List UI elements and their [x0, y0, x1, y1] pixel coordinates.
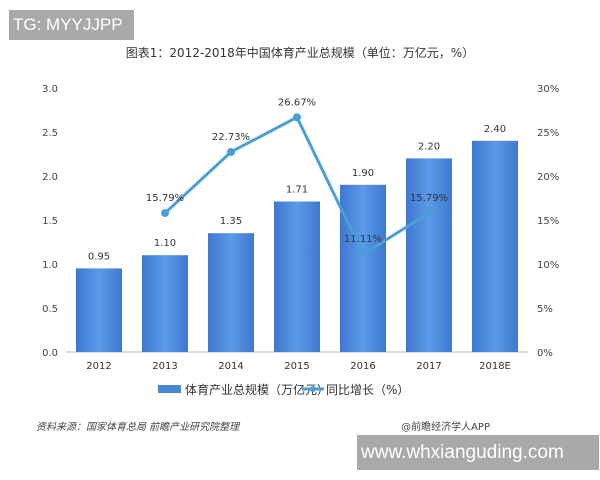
growth-point — [359, 250, 367, 259]
bar — [472, 140, 518, 352]
bar-label: 1.90 — [352, 168, 374, 179]
x-tick-label: 2017 — [416, 361, 441, 372]
x-tick-label: 2013 — [152, 361, 177, 372]
growth-point — [293, 113, 301, 122]
bar — [274, 201, 320, 352]
left-tick-label: 2.0 — [42, 172, 58, 183]
x-tick-label: 2015 — [284, 361, 309, 372]
bar-label: 0.95 — [88, 251, 110, 262]
bar-label: 1.35 — [220, 216, 242, 227]
growth-point — [425, 209, 433, 218]
right-tick-label: 25% — [537, 128, 559, 139]
growth-label: 22.73% — [212, 132, 250, 143]
growth-label: 26.67% — [278, 97, 316, 108]
bar-label: 1.10 — [154, 238, 176, 249]
left-tick-label: 0.5 — [42, 304, 58, 315]
left-tick-label: 2.5 — [42, 128, 58, 139]
growth-point — [227, 147, 235, 156]
x-tick-label: 2014 — [218, 361, 243, 372]
left-tick-label: 1.0 — [42, 260, 58, 271]
legend-bar-swatch — [158, 385, 181, 393]
growth-label: 15.79% — [146, 193, 184, 204]
bar — [340, 184, 386, 352]
bar — [142, 255, 188, 352]
bar-label: 1.71 — [286, 185, 308, 196]
bar-label: 2.40 — [484, 124, 506, 135]
right-tick-label: 20% — [537, 172, 559, 183]
right-tick-label: 10% — [537, 260, 559, 271]
bar-label: 2.20 — [418, 141, 440, 152]
x-tick-label: 2016 — [350, 361, 375, 372]
right-tick-label: 5% — [537, 304, 553, 315]
legend-line-label: 同比增长（%） — [326, 383, 409, 397]
credit: @前瞻经济学人APP — [401, 422, 490, 433]
left-tick-label: 0.0 — [42, 348, 58, 359]
legend-bar-label: 体育产业总规模（万亿元） — [185, 382, 329, 397]
right-tick-label: 30% — [537, 84, 559, 95]
growth-label: 11.11% — [344, 234, 382, 245]
bar — [76, 268, 122, 352]
source-note: 资料来源：国家体育总局 前瞻产业研究院整理 — [36, 422, 240, 433]
left-tick-label: 1.5 — [42, 216, 58, 227]
right-tick-label: 15% — [537, 216, 559, 227]
legend-line-marker — [310, 386, 316, 392]
chart-title: 图表1：2012-2018年中国体育产业总规模（单位：万亿元，%） — [125, 46, 475, 60]
bar — [406, 158, 452, 352]
x-tick-label: 2018E — [479, 361, 511, 372]
x-tick-label: 2012 — [86, 361, 111, 372]
left-tick-label: 3.0 — [42, 84, 58, 95]
right-tick-label: 0% — [537, 348, 553, 359]
watermark-bottom: www.whxianguding.com — [357, 435, 599, 470]
watermark-top: TG: MYYJJPP — [9, 10, 134, 40]
growth-point — [161, 209, 169, 218]
bar — [208, 233, 254, 352]
growth-label: 15.79% — [410, 193, 448, 204]
